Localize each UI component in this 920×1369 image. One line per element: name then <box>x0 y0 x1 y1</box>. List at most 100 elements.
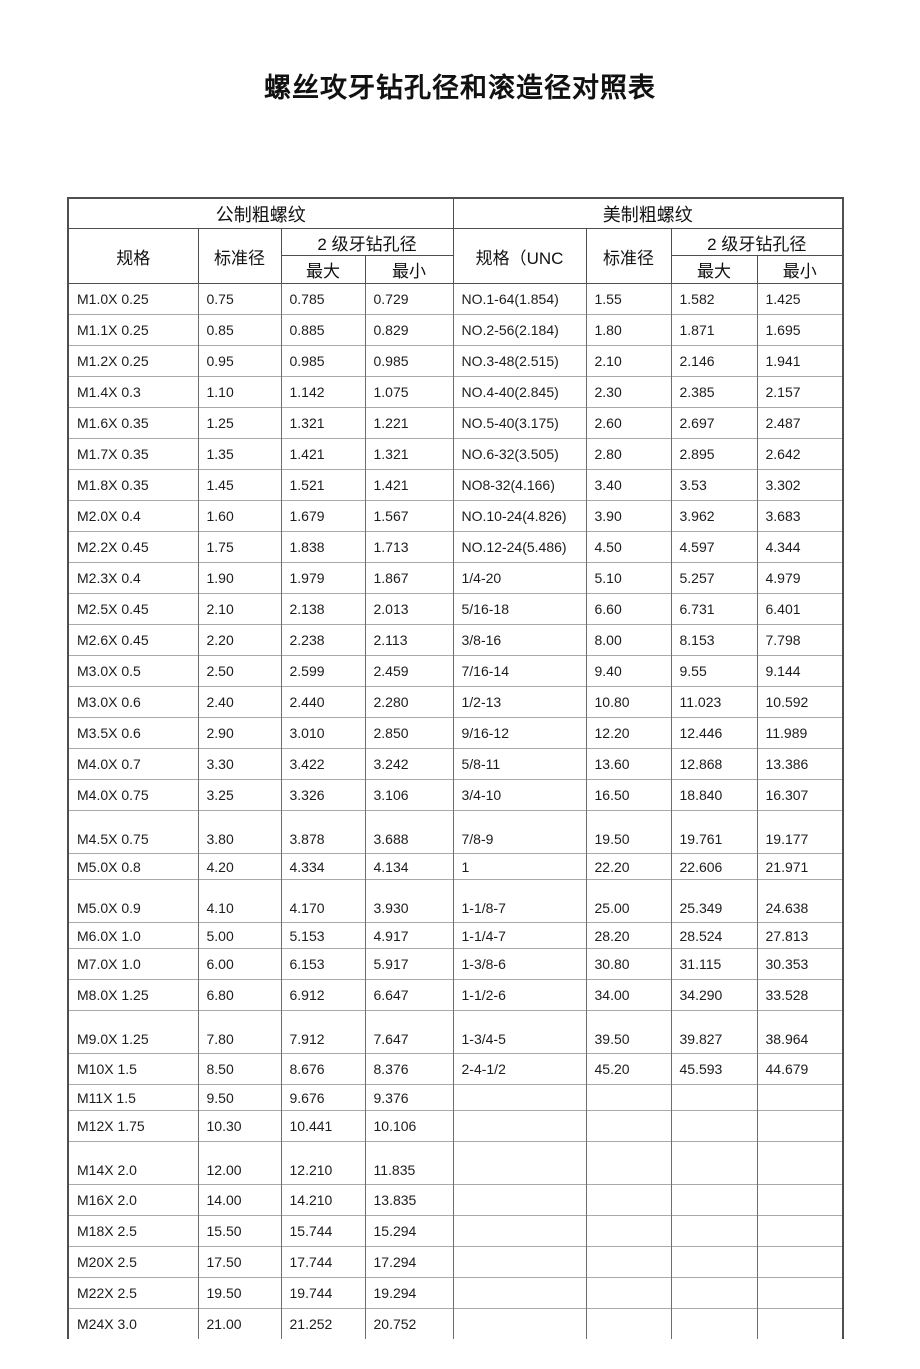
cell-unc-standard: 13.60 <box>585 748 672 780</box>
cell-unc-min: 10.592 <box>756 686 844 718</box>
header-metric-min: 最小 <box>364 255 454 284</box>
cell-metric-max: 6.153 <box>280 948 366 980</box>
cell-unc-standard: 2.60 <box>585 407 672 439</box>
cell-unc-max <box>670 1110 758 1142</box>
cell-unc-max: 2.146 <box>670 345 758 377</box>
cell-unc-min: 1.425 <box>756 283 844 315</box>
cell-unc-max: 19.761 <box>670 810 758 854</box>
cell-metric-standard: 1.90 <box>197 562 282 594</box>
cell-metric-standard: 3.30 <box>197 748 282 780</box>
cell-metric-standard: 0.95 <box>197 345 282 377</box>
table-row: M3.0X 0.5 2.50 2.599 2.459 7/16-14 9.40 9.55 9.… <box>67 655 844 687</box>
cell-unc-standard: 16.50 <box>585 779 672 811</box>
cell-unc-max: 12.446 <box>670 717 758 749</box>
cell-metric-min: 3.688 <box>364 810 454 854</box>
cell-metric-standard: 7.80 <box>197 1010 282 1054</box>
cell-metric-min: 17.294 <box>364 1246 454 1278</box>
cell-unc-max: 31.115 <box>670 948 758 980</box>
cell-metric-max: 7.912 <box>280 1010 366 1054</box>
cell-unc-spec <box>452 1277 587 1309</box>
cell-metric-spec: M5.0X 0.9 <box>67 879 199 923</box>
cell-metric-min: 2.459 <box>364 655 454 687</box>
cell-unc-standard: 6.60 <box>585 593 672 625</box>
cell-metric-spec: M20X 2.5 <box>67 1246 199 1278</box>
cell-metric-max: 4.334 <box>280 853 366 880</box>
minmax-header-row: 最大 最小 最大 最小 <box>68 255 844 284</box>
cell-metric-standard: 2.50 <box>197 655 282 687</box>
cell-metric-spec: M1.2X 0.25 <box>67 345 199 377</box>
cell-metric-max: 1.979 <box>280 562 366 594</box>
cell-metric-spec: M1.7X 0.35 <box>67 438 199 470</box>
cell-metric-max: 1.679 <box>280 500 366 532</box>
cell-unc-spec: 3/8-16 <box>452 624 587 656</box>
cell-metric-spec: M2.0X 0.4 <box>67 500 199 532</box>
cell-metric-min: 8.376 <box>364 1053 454 1085</box>
cell-unc-standard: 39.50 <box>585 1010 672 1054</box>
table-row: M5.0X 0.9 4.10 4.170 3.930 1-1/8-7 25.00 25.34… <box>67 879 844 923</box>
cell-unc-spec: 2-4-1/2 <box>452 1053 587 1085</box>
cell-unc-standard <box>585 1184 672 1216</box>
cell-metric-spec: M7.0X 1.0 <box>67 948 199 980</box>
cell-metric-standard: 0.75 <box>197 283 282 315</box>
cell-unc-standard: 3.40 <box>585 469 672 501</box>
cell-metric-spec: M3.5X 0.6 <box>67 717 199 749</box>
cell-unc-spec: 5/8-11 <box>452 748 587 780</box>
table-row: M2.5X 0.45 2.10 2.138 2.013 5/16-18 6.60 6.731… <box>67 593 844 625</box>
cell-unc-spec: NO.3-48(2.515) <box>452 345 587 377</box>
cell-unc-standard <box>585 1084 672 1111</box>
cell-unc-max: 4.597 <box>670 531 758 563</box>
cell-unc-min: 2.487 <box>756 407 844 439</box>
cell-unc-standard: 12.20 <box>585 717 672 749</box>
cell-metric-standard: 8.50 <box>197 1053 282 1085</box>
cell-metric-max: 2.440 <box>280 686 366 718</box>
cell-unc-max: 1.582 <box>670 283 758 315</box>
cell-unc-standard: 45.20 <box>585 1053 672 1085</box>
cell-unc-standard <box>585 1308 672 1339</box>
header-unc-drill: 2 级牙钻孔径 <box>670 228 844 256</box>
cell-metric-max: 14.210 <box>280 1184 366 1216</box>
cell-metric-spec: M4.0X 0.7 <box>67 748 199 780</box>
table-row: M4.0X 0.75 3.25 3.326 3.106 3/4-10 16.50 18.84… <box>67 779 844 811</box>
cell-metric-min: 3.106 <box>364 779 454 811</box>
table-header: 公制粗螺纹 美制粗螺纹 规格 标准径 2 级牙钻孔径 规格（UNC 标准径 2 … <box>67 197 844 284</box>
cell-unc-standard: 34.00 <box>585 979 672 1011</box>
cell-unc-spec: NO.12-24(5.486) <box>452 531 587 563</box>
cell-unc-standard: 28.20 <box>585 922 672 949</box>
cell-unc-standard: 9.40 <box>585 655 672 687</box>
cell-unc-spec: 1 <box>452 853 587 880</box>
cell-metric-min: 2.850 <box>364 717 454 749</box>
cell-unc-spec: 7/16-14 <box>452 655 587 687</box>
cell-unc-min <box>756 1246 844 1278</box>
cell-metric-spec: M2.6X 0.45 <box>67 624 199 656</box>
table-row: M2.6X 0.45 2.20 2.238 2.113 3/8-16 8.00 8.153 7… <box>67 624 844 656</box>
cell-metric-max: 0.785 <box>280 283 366 315</box>
cell-unc-max: 3.962 <box>670 500 758 532</box>
table-row: M20X 2.5 17.50 17.744 17.294 <box>67 1246 844 1278</box>
cell-metric-min: 0.829 <box>364 314 454 346</box>
cell-metric-max: 1.421 <box>280 438 366 470</box>
cell-unc-max: 6.731 <box>670 593 758 625</box>
cell-unc-min: 33.528 <box>756 979 844 1011</box>
cell-metric-max: 1.142 <box>280 376 366 408</box>
cell-metric-min: 1.321 <box>364 438 454 470</box>
cell-metric-standard: 2.40 <box>197 686 282 718</box>
cell-metric-spec: M1.0X 0.25 <box>67 283 199 315</box>
cell-metric-standard: 21.00 <box>197 1308 282 1339</box>
cell-metric-max: 0.885 <box>280 314 366 346</box>
cell-metric-max: 1.521 <box>280 469 366 501</box>
column-header-row: 规格 标准径 2 级牙钻孔径 规格（UNC 标准径 2 级牙钻孔径 <box>67 228 844 284</box>
cell-metric-spec: M4.0X 0.75 <box>67 779 199 811</box>
cell-unc-max <box>670 1215 758 1247</box>
cell-unc-min: 7.798 <box>756 624 844 656</box>
table-row: M1.6X 0.35 1.25 1.321 1.221 NO.5-40(3.175) 2.… <box>67 407 844 439</box>
cell-metric-standard: 1.25 <box>197 407 282 439</box>
cell-unc-min <box>756 1308 844 1339</box>
cell-metric-min: 20.752 <box>364 1308 454 1339</box>
table-row: M3.5X 0.6 2.90 3.010 2.850 9/16-12 12.20 12.44… <box>67 717 844 749</box>
cell-unc-standard: 3.90 <box>585 500 672 532</box>
table-row: M2.3X 0.4 1.90 1.979 1.867 1/4-20 5.10 5.257 4.… <box>67 562 844 594</box>
table-row: M1.4X 0.3 1.10 1.142 1.075 NO.4-40(2.845) 2.3… <box>67 376 844 408</box>
cell-unc-standard: 1.80 <box>585 314 672 346</box>
cell-unc-min <box>756 1141 844 1185</box>
cell-metric-min: 11.835 <box>364 1141 454 1185</box>
